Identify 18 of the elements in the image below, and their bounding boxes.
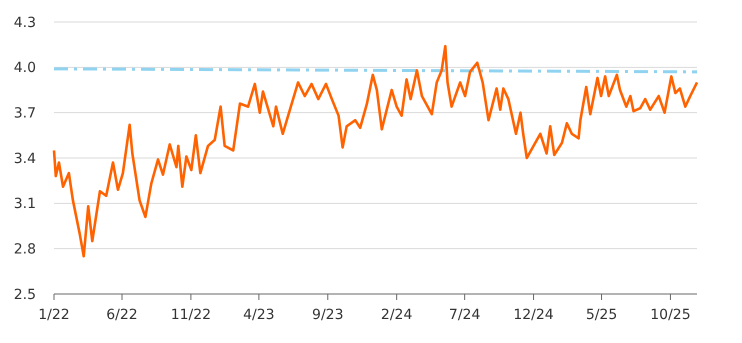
- line-series: [52, 44, 698, 258]
- x-tick-label: 4/23: [243, 307, 275, 323]
- x-tick-label: 11/22: [170, 307, 212, 323]
- y-tick-label: 2.5: [14, 286, 36, 303]
- y-tick-label: 3.7: [14, 106, 36, 122]
- y-tick-label: 2.8: [14, 242, 36, 258]
- y-tick-label: 3.1: [14, 196, 36, 212]
- x-tick-label: 9/23: [312, 307, 344, 323]
- x-tick-label: 5/25: [586, 307, 618, 323]
- y-tick-label: 4.0: [14, 60, 36, 76]
- x-tick-label: 6/22: [106, 307, 138, 323]
- x-tick-label: 7/24: [448, 307, 480, 323]
- y-tick-label: 4.3: [14, 14, 36, 31]
- x-tick-label: 10/25: [650, 307, 691, 323]
- x-tick-label: 12/24: [513, 307, 554, 323]
- x-tick-label: 1/22: [38, 307, 70, 323]
- x-tick-label: 2/24: [380, 307, 412, 323]
- y-tick-label: 3.4: [14, 150, 36, 167]
